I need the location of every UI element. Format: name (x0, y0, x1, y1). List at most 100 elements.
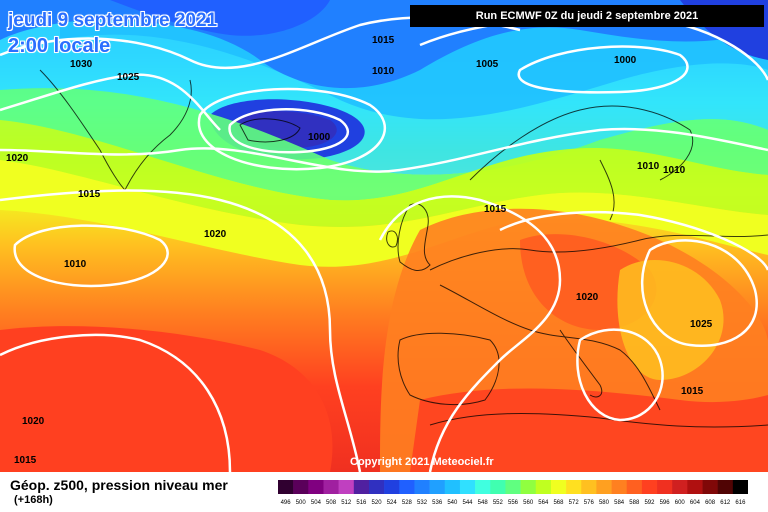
isobar-label: 1025 (117, 72, 140, 83)
color-scale-swatch (323, 480, 339, 494)
color-scale-swatch (353, 480, 370, 494)
color-scale-tick: 616 (735, 500, 746, 506)
forecast-date: jeudi 9 septembre 2021 (8, 10, 218, 31)
color-scale-swatch (414, 480, 430, 494)
isobar-south-1015 (576, 328, 664, 422)
parameter-label: Géop. z500, pression niveau mer (10, 477, 228, 493)
color-scale-swatch (459, 480, 476, 494)
weather-map: 1030 1025 1015 1010 1005 1000 1000 1020 … (0, 0, 768, 472)
color-scale-swatch (672, 480, 688, 494)
italy-coast (559, 329, 603, 398)
continental-europe-coast (429, 234, 768, 411)
color-scale-tick: 596 (660, 500, 671, 506)
color-scale-swatch (626, 480, 643, 494)
color-scale-swatch (384, 480, 400, 494)
isobar-nw-1015 (0, 127, 768, 173)
color-scale-swatch (520, 480, 537, 494)
isobar-label: 1010 (663, 165, 686, 176)
color-scale-swatch (717, 480, 734, 494)
british-isles-coast (386, 203, 431, 272)
green-band (0, 88, 768, 201)
isobar-label: 1025 (690, 319, 713, 330)
color-scale-swatch (338, 480, 355, 494)
color-scale-tick: 496 (281, 500, 292, 506)
color-scale-tick: 576 (584, 500, 595, 506)
ridge-yellow (617, 260, 724, 380)
color-scale-swatch (581, 480, 597, 494)
color-scale-tick: 520 (372, 500, 383, 506)
color-scale-tick: 584 (614, 500, 625, 506)
isobar-label: 1000 (308, 132, 331, 143)
isobar-label: 1015 (78, 189, 101, 200)
forecast-time: 2:00 locale (8, 35, 111, 57)
lime-band (0, 120, 768, 228)
isobar-label: 1015 (681, 386, 704, 397)
isobar-label: 1020 (204, 229, 227, 240)
color-scale-swatch (732, 480, 748, 494)
isobar-label: 1020 (6, 153, 29, 164)
isobar-low-1000 (228, 108, 349, 154)
color-scale-swatch (611, 480, 628, 494)
color-scale-tick: 540 (447, 500, 458, 506)
isobar-europe-1015 (378, 195, 562, 472)
color-scale-swatch (308, 480, 324, 494)
color-scale-tick: 580 (599, 500, 610, 506)
color-scale-tick: 592 (644, 500, 655, 506)
iceland-coast (239, 118, 301, 143)
color-scale-swatch (278, 480, 294, 494)
color-scale-swatch (505, 480, 521, 494)
isobar-label: 1015 (372, 35, 395, 46)
color-scale-swatch (641, 480, 658, 494)
isobar-1000-ne (517, 45, 689, 94)
color-scale-tick: 556 (508, 500, 519, 506)
color-scale-swatch (444, 480, 461, 494)
color-scale-swatch (535, 480, 552, 494)
isobar-atlantic-1015 (0, 189, 362, 472)
isobar-label: 1030 (70, 59, 93, 70)
isobar-label: 1015 (14, 455, 37, 466)
color-scale-swatch (596, 480, 612, 494)
color-scale-swatch (399, 480, 415, 494)
isobar-label: 1015 (484, 204, 507, 215)
color-scale-swatch (490, 480, 506, 494)
isobar-label: 1000 (614, 55, 637, 66)
isobar-label: 1005 (476, 59, 499, 70)
lead-time-label: (+168h) (14, 494, 53, 506)
isobar-east-ring (640, 239, 758, 347)
color-scale-tick: 560 (523, 500, 534, 506)
isobar-labels: 1030 1025 1015 1010 1005 1000 1000 1020 … (6, 35, 713, 466)
color-scale-swatch (566, 480, 582, 494)
color-scale-tick: 508 (326, 500, 337, 506)
color-scale-swatch (475, 480, 491, 494)
color-scale-tick: 532 (417, 500, 428, 506)
color-scale-tick: 552 (493, 500, 504, 506)
color-scale-swatch (657, 480, 673, 494)
color-scale-tick: 524 (387, 500, 398, 506)
southwest-red (0, 326, 333, 472)
coastlines (39, 69, 768, 428)
isobar-label: 1010 (372, 66, 395, 77)
color-scale-swatch (687, 480, 703, 494)
scandinavia-coast (469, 105, 694, 221)
color-scale-tick: 600 (675, 500, 686, 506)
color-scale-tick: 528 (402, 500, 413, 506)
color-scale-tick: 568 (553, 500, 564, 506)
color-scale-swatch (550, 480, 567, 494)
color-scale-tick: 564 (538, 500, 549, 506)
color-scale-tick: 608 (705, 500, 716, 506)
isobar-label: 1010 (637, 161, 660, 172)
legend-footer: Géop. z500, pression niveau mer (+168h) … (0, 472, 768, 512)
color-scale-tick: 516 (356, 500, 367, 506)
color-scale: 496 500 504 508 512 516 520 524 528 532 536 540 544 5… (278, 480, 748, 506)
isobar-low-ring (197, 87, 387, 171)
color-scale-tick: 588 (629, 500, 640, 506)
isobar-east-1020 (499, 210, 768, 271)
color-scale-tick: 536 (432, 500, 443, 506)
color-scale-tick: 504 (311, 500, 322, 506)
color-scale-tick: 512 (341, 500, 352, 506)
isobar-label: 1020 (576, 292, 599, 303)
copyright-text: Copyright 2021 Meteociel.fr (350, 456, 494, 468)
north-africa-coast (429, 413, 768, 428)
color-scale-swatch (293, 480, 309, 494)
